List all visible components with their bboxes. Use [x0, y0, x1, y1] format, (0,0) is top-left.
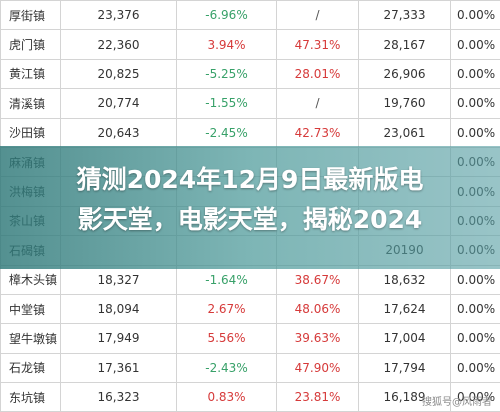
population-cell: 18,327 — [61, 265, 177, 294]
share-cell: 47.90% — [277, 353, 359, 382]
extra-cell: 0.00% — [451, 353, 500, 382]
population-cell: 20,774 — [61, 89, 177, 118]
town-cell: 虎门镇 — [1, 30, 61, 59]
previous-cell: 17,794 — [359, 353, 451, 382]
share-cell: 23.81% — [277, 383, 359, 412]
change-cell: 5.56% — [177, 324, 277, 353]
extra-cell: 0.00% — [451, 118, 500, 147]
change-cell: -2.43% — [177, 353, 277, 382]
share-cell: 28.01% — [277, 59, 359, 88]
population-cell: 20,825 — [61, 59, 177, 88]
extra-cell: 0.00% — [451, 324, 500, 353]
town-cell: 沙田镇 — [1, 118, 61, 147]
share-cell: 38.67% — [277, 265, 359, 294]
town-cell: 东坑镇 — [1, 383, 61, 412]
extra-cell: 0.00% — [451, 1, 500, 30]
extra-cell: 0.00% — [451, 59, 500, 88]
change-cell: -6.96% — [177, 1, 277, 30]
watermark: 搜狐号@风雨者 — [422, 393, 492, 408]
share-cell: 42.73% — [277, 118, 359, 147]
previous-cell: 28,167 — [359, 30, 451, 59]
share-cell: / — [277, 89, 359, 118]
change-cell: -2.45% — [177, 118, 277, 147]
population-cell: 17,949 — [61, 324, 177, 353]
change-cell: 2.67% — [177, 294, 277, 323]
change-cell: 3.94% — [177, 30, 277, 59]
change-cell: -1.64% — [177, 265, 277, 294]
town-cell: 中堂镇 — [1, 294, 61, 323]
extra-cell: 0.00% — [451, 294, 500, 323]
extra-cell: 0.00% — [451, 89, 500, 118]
change-cell: -1.55% — [177, 89, 277, 118]
population-cell: 17,361 — [61, 353, 177, 382]
extra-cell: 0.00% — [451, 265, 500, 294]
share-cell: / — [277, 1, 359, 30]
previous-cell: 17,624 — [359, 294, 451, 323]
share-cell: 47.31% — [277, 30, 359, 59]
previous-cell: 19,760 — [359, 89, 451, 118]
share-cell: 39.63% — [277, 324, 359, 353]
previous-cell: 26,906 — [359, 59, 451, 88]
town-cell: 清溪镇 — [1, 89, 61, 118]
town-cell: 黄江镇 — [1, 59, 61, 88]
population-cell: 20,643 — [61, 118, 177, 147]
population-cell: 22,360 — [61, 30, 177, 59]
population-cell: 16,323 — [61, 383, 177, 412]
share-cell: 48.06% — [277, 294, 359, 323]
headline-line-1: 猜测2024年12月9日最新版电 — [0, 160, 500, 200]
change-cell: 0.83% — [177, 383, 277, 412]
previous-cell: 18,632 — [359, 265, 451, 294]
population-cell: 18,094 — [61, 294, 177, 323]
previous-cell: 23,061 — [359, 118, 451, 147]
town-cell: 厚街镇 — [1, 1, 61, 30]
town-cell: 樟木头镇 — [1, 265, 61, 294]
previous-cell: 17,004 — [359, 324, 451, 353]
population-cell: 23,376 — [61, 1, 177, 30]
change-cell: -5.25% — [177, 59, 277, 88]
town-cell: 石龙镇 — [1, 353, 61, 382]
extra-cell: 0.00% — [451, 30, 500, 59]
headline-line-2: 影天堂，电影天堂，揭秘2024 — [0, 200, 500, 240]
headline-text: 猜测2024年12月9日最新版电 影天堂，电影天堂，揭秘2024 — [0, 160, 500, 240]
town-cell: 望牛墩镇 — [1, 324, 61, 353]
previous-cell: 27,333 — [359, 1, 451, 30]
